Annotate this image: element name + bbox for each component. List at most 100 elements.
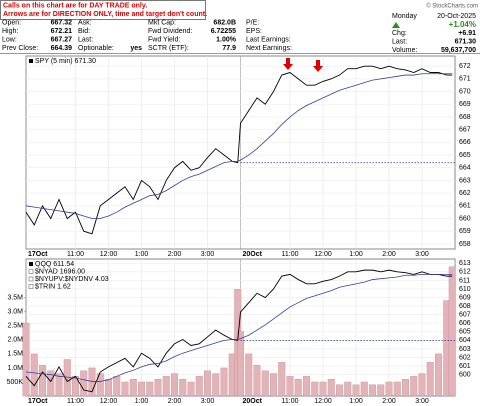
volume-bar (294, 379, 302, 397)
field-label: High: (2, 28, 18, 35)
y2-tick-label: 2.0M (7, 337, 23, 344)
field-label: Optionable: (78, 45, 114, 52)
volume-bar (47, 370, 55, 397)
field-label: P/E: (246, 19, 259, 26)
moving-average (25, 274, 453, 382)
volume-bar (369, 384, 376, 397)
quote-value: 671.30 (455, 38, 477, 45)
y2-tick-label: 3.5M (7, 295, 23, 302)
volume-bar (195, 376, 203, 397)
y-tick-label: 662 (459, 190, 471, 197)
field-label: Last Earnings: (246, 36, 291, 43)
volume-bar (327, 379, 335, 397)
x-tick-label: 11:00 (282, 398, 299, 405)
volume-bar (187, 381, 195, 397)
field-label: Mkt Cap: (148, 19, 176, 26)
field-label: Fwd Yield: (148, 36, 180, 43)
field-label: Low: (2, 36, 17, 43)
volume-bar (253, 364, 261, 397)
field-label: Next Earnings: (246, 45, 292, 52)
field-label: SCTR (ETF): (148, 45, 189, 52)
volume-bar (138, 381, 145, 397)
field-value: 1.00% (216, 36, 237, 43)
field-value: 682.0B (213, 19, 236, 26)
field-value: 667.32 (51, 19, 73, 26)
volume-bar (55, 373, 63, 397)
legend-label: $NYUPV:$NYDNV 4.03 (35, 276, 109, 283)
y-tick-label: 659 (459, 228, 471, 235)
note-line: Arrows are for DIRECTION ONLY, time and … (3, 11, 207, 18)
x-tick-label: 1:00 (349, 398, 363, 405)
legend-swatch (28, 276, 34, 282)
y-tick-label: 666 (459, 139, 471, 146)
note-line: Calls on this chart are for DAY TRADE on… (3, 2, 147, 9)
y2-tick-label: 2.5M (7, 323, 23, 330)
volume-bar (88, 367, 96, 397)
change-pct: +1.04% (449, 20, 476, 29)
x-tick-label: 3:00 (201, 398, 215, 405)
volume-bar (448, 266, 456, 397)
legend-label: SPY (5 min) 671.30 (35, 58, 96, 65)
y-tick-label: 607 (459, 312, 471, 319)
x-tick-label: 3:00 (201, 251, 215, 258)
y-tick-label: 613 (459, 260, 471, 267)
volume-bar (286, 376, 294, 397)
x-tick-label: 12:00 (314, 398, 332, 405)
x-tick-label: 11:00 (282, 251, 299, 258)
volume-bar (22, 322, 30, 397)
y-tick-label: 658 (459, 241, 471, 248)
y-tick-label: 609 (459, 294, 471, 301)
field-label: Last: (78, 36, 93, 43)
y-tick-label: 608 (459, 303, 471, 310)
volume-bar (121, 381, 129, 397)
volume-bar (377, 384, 385, 397)
volume-bar (311, 381, 319, 397)
volume-bar (237, 331, 244, 397)
x-tick-label: 2:00 (168, 251, 182, 258)
volume-bar (245, 353, 253, 397)
field-value: 6.72255 (211, 28, 236, 35)
volume-bar (105, 379, 112, 397)
y-tick-label: 661 (459, 203, 471, 210)
x-tick-label: 11:00 (67, 398, 84, 405)
field-label: Prev Close: (2, 45, 38, 52)
quote-label: Volume: (392, 47, 417, 54)
volume-bar (319, 381, 327, 397)
quote-label: Chg: (392, 30, 407, 37)
x-tick-label: 2:00 (382, 251, 396, 258)
field-value: yes (130, 45, 142, 52)
quote-label: Last: (392, 38, 407, 45)
y-tick-label: 610 (459, 286, 471, 293)
moving-average (25, 73, 453, 219)
volume-bar (426, 362, 434, 397)
x-tick-label: 17Oct (28, 251, 48, 258)
x-tick-label: 12:00 (314, 251, 332, 258)
volume-bar (270, 373, 277, 397)
legend-label: $TRIN 1.62 (35, 283, 71, 290)
volume-bar (435, 353, 442, 397)
volume-bar (179, 379, 187, 397)
volume-bar (261, 370, 269, 397)
x-tick-label: 12:00 (100, 398, 118, 405)
volume-bar (410, 376, 418, 397)
x-tick-label: 2:00 (168, 398, 182, 405)
field-label: Bid: (78, 28, 90, 35)
x-tick-label: 3:00 (415, 398, 429, 405)
volume-bar (96, 373, 104, 397)
volume-bar (30, 353, 38, 397)
volume-bar (154, 379, 162, 397)
y-tick-label: 670 (459, 88, 471, 95)
y-tick-label: 667 (459, 126, 471, 133)
volume-bar (352, 384, 360, 397)
y-tick-label: 606 (459, 320, 471, 327)
field-label: Open: (2, 19, 21, 26)
volume-bar (220, 367, 228, 397)
quote-value: +6.91 (458, 30, 476, 37)
down-arrow (313, 60, 323, 72)
volume-bar (204, 370, 211, 397)
field-label: EPS: (246, 28, 262, 35)
legend-swatch (29, 262, 33, 266)
volume-bar (360, 381, 368, 397)
y-tick-label: 668 (459, 114, 471, 121)
y-tick-label: 602 (459, 354, 471, 361)
